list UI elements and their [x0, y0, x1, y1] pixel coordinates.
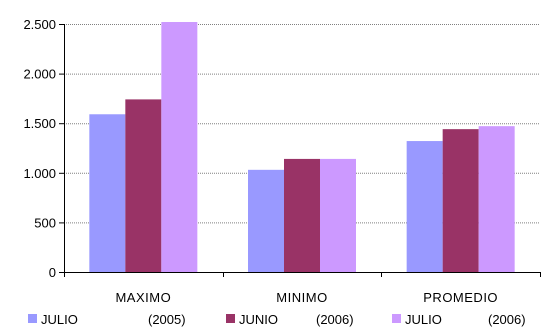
bar: [125, 99, 162, 272]
legend-swatch: [226, 314, 235, 323]
legend-swatch: [28, 314, 37, 323]
y-tick-label: 0: [49, 265, 56, 280]
legend-series-year: (2005): [148, 312, 186, 327]
category-label: MINIMO: [276, 290, 327, 305]
legend-series-year: (2006): [316, 312, 354, 327]
legend-swatch: [392, 314, 401, 323]
legend-series-name: JULIO: [405, 312, 442, 327]
y-tick-label: 2.500: [23, 17, 56, 32]
bar: [161, 22, 198, 272]
category-label: PROMEDIO: [423, 290, 498, 305]
legend-series-name: JULIO: [41, 312, 78, 327]
bar: [442, 129, 479, 272]
y-tick-label: 1.000: [23, 166, 56, 181]
y-tick-label: 500: [34, 215, 56, 230]
category-label: MAXIMO: [115, 290, 171, 305]
bar: [320, 158, 356, 272]
y-tick-label: 2.000: [23, 67, 56, 82]
legend-series-name: JUNIO: [239, 312, 278, 327]
bar: [478, 126, 515, 273]
bars: [89, 22, 515, 273]
bar: [406, 141, 443, 272]
legend: JULIO (2005) JUNIO (2006) JULIO (2006): [28, 312, 526, 327]
bar: [89, 114, 126, 272]
legend-series-year: (2006): [488, 312, 526, 327]
axes: [59, 24, 541, 277]
bar: [248, 169, 284, 272]
category-labels: MAXIMO MINIMO PROMEDIO: [115, 290, 498, 305]
y-tick-labels: 0 500 1.000 1.500 2.000 2.500: [23, 17, 56, 280]
bar: [284, 158, 320, 272]
y-tick-label: 1.500: [23, 116, 56, 131]
